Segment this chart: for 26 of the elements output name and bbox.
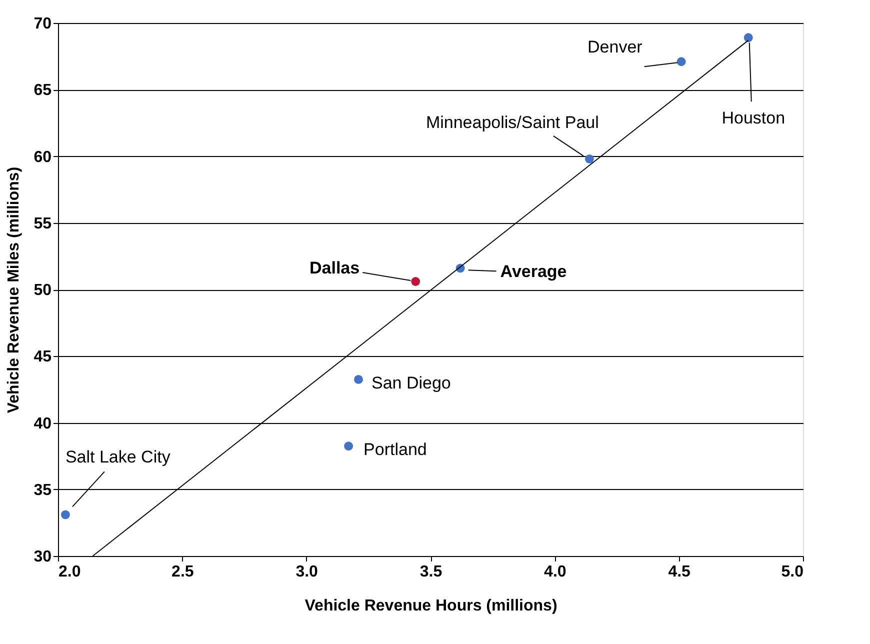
annotation: Houston [722,108,786,128]
y-tick-label: 70 [34,16,52,32]
x-tick-label: 2.5 [172,564,194,580]
y-tick-label: 40 [34,415,52,432]
annotation: Dallas [310,258,360,278]
y-tick-label: 45 [34,348,52,366]
y-tick-label: 30 [34,548,52,566]
y-tick-label: 35 [34,482,52,499]
y-tick-label: 55 [34,215,52,232]
y-tick-label: 60 [34,148,52,166]
y-axis-title: Vehicle Revenue Miles (millions) [6,166,23,414]
annotation: Portland [364,440,427,460]
x-tick-label: 4.0 [544,564,566,580]
x-tick-label: 5.0 [781,564,804,580]
x-axis-title: Vehicle Revenue Hours (millions) [304,598,558,614]
x-tick-label: 3.5 [420,564,442,580]
annotation: Minneapolis/Saint Paul [426,112,599,132]
annotation: Salt Lake City [65,448,171,467]
y-tick-label: 65 [34,82,52,100]
annotation: Denver [588,38,643,57]
annotation: San Diego [371,373,451,392]
x-tick-label: 3.0 [296,564,318,580]
x-tick-label: 2.0 [58,564,81,580]
x-tick-label: 4.5 [668,564,691,580]
y-tick-label: 50 [34,282,52,299]
annotation: Average [500,262,567,282]
